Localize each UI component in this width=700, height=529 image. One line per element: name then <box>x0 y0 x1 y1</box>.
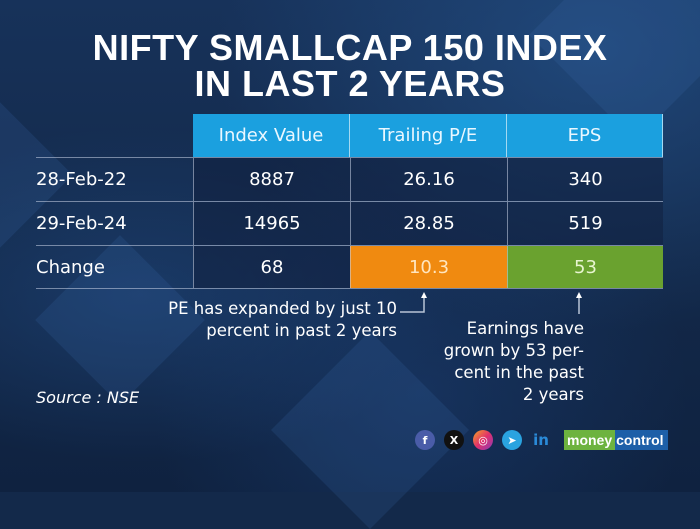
eps-note: Earnings have grown by 53 per- cent in t… <box>384 318 584 406</box>
pe-arrow-icon <box>400 292 427 313</box>
telegram-icon[interactable]: ➤ <box>502 430 522 450</box>
pe-note: PE has expanded by just 10 percent in pa… <box>97 298 397 342</box>
row-label: Change <box>36 256 105 278</box>
facebook-icon[interactable]: f <box>415 430 435 450</box>
logo-part-control: control <box>615 430 668 450</box>
index-value-cell: 8887 <box>193 158 350 201</box>
header-trailing-pe: Trailing P/E <box>350 114 507 157</box>
index-value-cell: 14965 <box>193 202 350 245</box>
index-value-cell: 68 <box>193 246 350 288</box>
header-index-value: Index Value <box>193 114 350 157</box>
eps-change-cell: 53 <box>507 246 663 288</box>
eps-note-line-1: Earnings have <box>466 319 584 338</box>
linkedin-icon[interactable]: in <box>533 431 549 449</box>
pe-note-line-1: PE has expanded by just 10 <box>168 299 397 318</box>
eps-cell: 519 <box>507 202 663 245</box>
eps-note-line-2: grown by 53 per- <box>443 341 584 360</box>
header-eps: EPS <box>507 114 663 157</box>
eps-note-line-4: 2 years <box>522 385 584 404</box>
pe-change-cell: 10.3 <box>350 246 507 288</box>
pe-note-line-2: percent in past 2 years <box>206 321 397 340</box>
moneycontrol-logo: money control <box>564 430 668 450</box>
table-row: 28-Feb-22 8887 26.16 340 <box>36 157 663 201</box>
eps-arrow-icon <box>576 292 582 314</box>
row-label: 28-Feb-22 <box>36 169 127 190</box>
source-note: Source : NSE <box>36 388 140 407</box>
page-title: NIFTY SMALLCAP 150 INDEX IN LAST 2 YEARS <box>0 30 700 102</box>
title-line-2: IN LAST 2 YEARS <box>194 63 506 104</box>
table-row: Change 68 10.3 53 <box>36 245 663 289</box>
logo-part-money: money <box>564 430 616 450</box>
trailing-pe-cell: 28.85 <box>350 202 507 245</box>
trailing-pe-cell: 26.16 <box>350 158 507 201</box>
social-bar: f X ◎ ➤ in money control <box>415 430 668 450</box>
x-icon[interactable]: X <box>444 430 464 450</box>
eps-cell: 340 <box>507 158 663 201</box>
title-line-1: NIFTY SMALLCAP 150 INDEX <box>92 27 608 68</box>
eps-note-line-3: cent in the past <box>454 363 584 382</box>
row-label: 29-Feb-24 <box>36 213 127 234</box>
table-row: 29-Feb-24 14965 28.85 519 <box>36 201 663 245</box>
instagram-icon[interactable]: ◎ <box>473 430 493 450</box>
